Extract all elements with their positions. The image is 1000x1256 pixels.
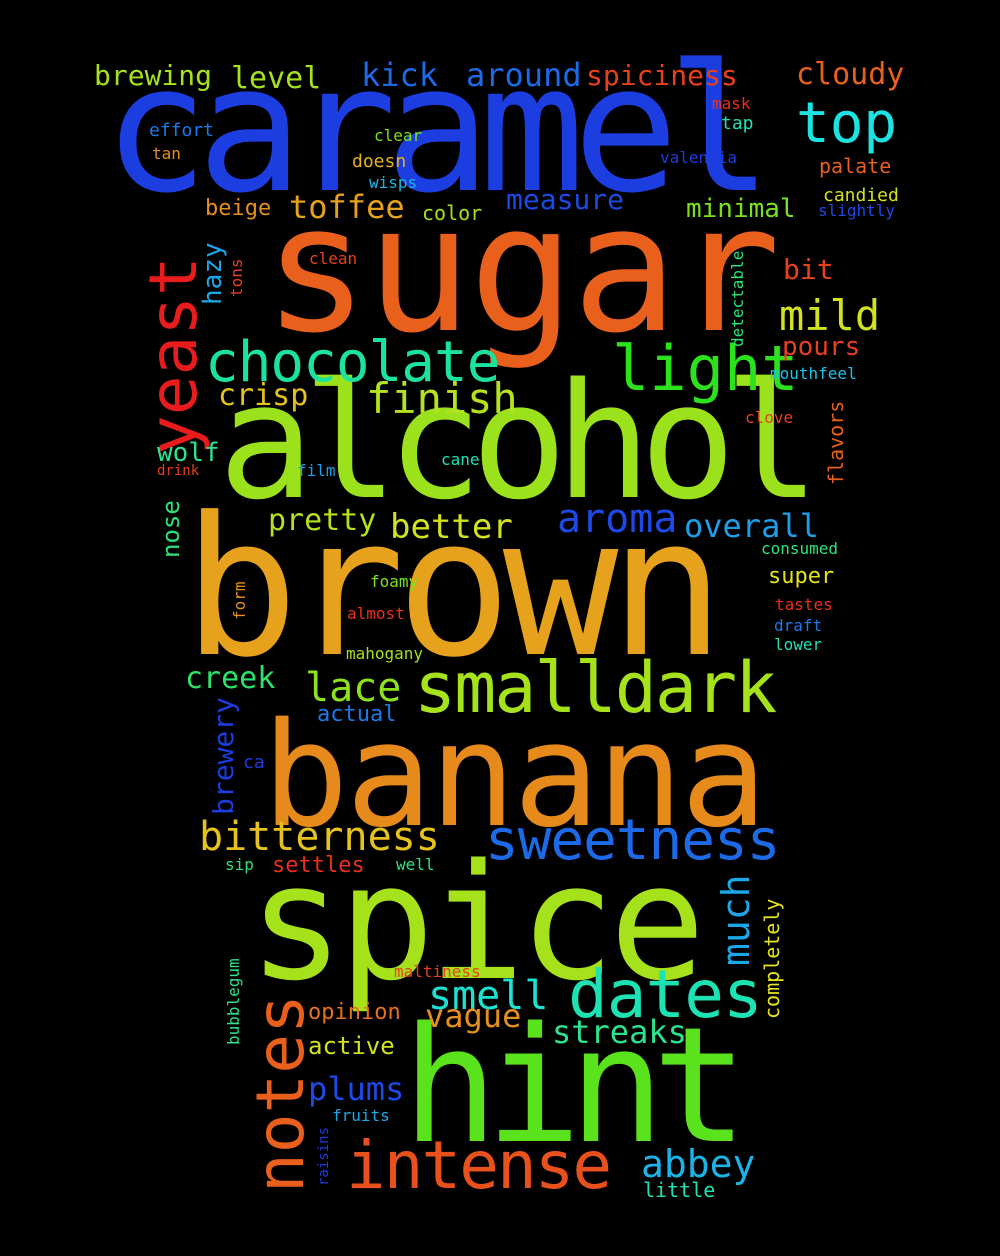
word-smell: smell [428,973,549,1019]
word-well: well [396,855,435,874]
word-plums: plums [308,1070,405,1108]
word-kick: kick [361,56,439,94]
word-much: much [714,874,758,966]
word-almost: almost [347,604,405,623]
word-cloudy: cloudy [796,57,905,92]
word-better: better [390,507,513,547]
word-wisps: wisps [369,173,418,192]
word-consumed: consumed [761,539,839,558]
word-caramel: caramel [103,27,773,232]
word-completely: completely [760,898,784,1019]
word-brewing: brewing [94,59,213,92]
word-detectable: detectable [728,250,747,347]
word-active: active [308,1032,395,1060]
word-intense: intense [346,1127,612,1204]
word-tons: tons [227,258,246,297]
word-raisins: raisins [316,1126,332,1186]
word-ca: ca [243,752,265,773]
word-overall: overall [684,507,819,545]
word-little: little [643,1178,716,1202]
word-form: form [230,581,249,620]
word-around: around [466,56,582,94]
word-brown: brown [183,477,725,700]
word-clear: clear [374,126,423,145]
word-spice: spice [248,829,706,1016]
word-valencia: valencia [660,148,738,167]
word-opinion: opinion [308,1000,401,1025]
word-chocolate: chocolate [205,330,500,395]
word-aroma: aroma [557,496,678,542]
word-lace: lace [305,665,402,711]
word-minimal: minimal [686,194,796,224]
word-finish: finish [366,374,518,423]
word-cane: cane [441,450,480,469]
word-vague: vague [425,997,522,1035]
word-palate: palate [819,154,892,178]
word-notes: notes [242,994,319,1193]
word-hint: hint [402,992,748,1179]
word-measure: measure [506,183,625,216]
word-wolf: wolf [157,438,220,468]
word-color: color [422,201,483,225]
word-top: top [796,91,898,156]
word-nose: nose [157,500,185,558]
word-light: light [612,332,799,405]
word-toffee: toffee [289,188,405,226]
word-clean: clean [309,249,358,268]
word-candied: candied [823,185,899,206]
word-draft: draft [774,616,823,635]
word-film: film [297,461,336,480]
word-spiciness: spiciness [586,59,738,92]
word-alcohol: alcohol [218,348,820,535]
word-maltiness: maltiness [394,962,481,981]
word-doesn: doesn [352,151,407,172]
word-level: level [231,61,322,96]
word-clove: clove [745,408,794,427]
word-tap: tap [721,113,754,134]
word-bubblegum: bubblegum [224,958,243,1045]
word-lower: lower [774,635,823,654]
word-settles: settles [272,853,365,878]
word-drink: drink [157,463,200,479]
word-mask: mask [712,94,751,113]
word-banana: banana [262,691,767,859]
word-dates: dates [568,956,763,1033]
word-crisp: crisp [218,378,309,413]
word-slightly: slightly [818,201,896,220]
word-bitterness: bitterness [199,814,440,860]
word-beige: beige [205,196,272,221]
word-streaks: streaks [552,1013,687,1051]
word-flavors: flavors [824,400,848,485]
word-smalldark: smalldark [414,647,777,729]
word-hazy: hazy [198,242,228,305]
word-abbey: abbey [641,1142,756,1186]
word-fruits: fruits [332,1106,390,1125]
word-sugar: sugar [263,167,781,372]
word-creek: creek [185,661,276,696]
word-mouthfeel: mouthfeel [770,364,857,383]
word-bit: bit [783,253,834,286]
word-pours: pours [782,332,861,362]
word-effort: effort [149,120,215,141]
word-mild: mild [779,291,881,340]
word-brewery: brewery [207,696,240,815]
word-sweetness: sweetness [485,808,780,873]
word-pretty: pretty [268,503,377,538]
word-actual: actual [317,702,397,727]
word-tan: tan [152,144,181,163]
word-sip: sip [225,855,254,874]
word-super: super [768,564,835,589]
word-tastes: tastes [775,595,833,614]
word-foamy: foamy [370,572,419,591]
word-mahogany: mahogany [346,644,424,663]
